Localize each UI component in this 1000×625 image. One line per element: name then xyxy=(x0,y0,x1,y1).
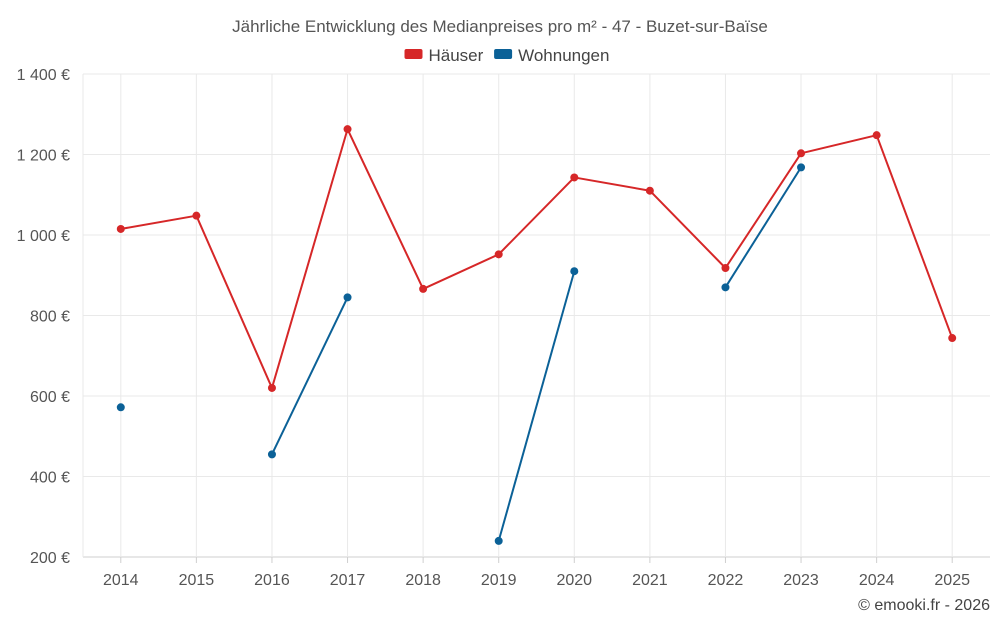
y-tick-label: 1 200 € xyxy=(17,148,70,165)
data-point xyxy=(570,173,579,182)
y-axis-ticks: 200 € 400 € 600 € 800 € 1 000 € 1 200 € 1 400 … xyxy=(17,67,70,567)
y-tick-label: 200 € xyxy=(30,550,70,567)
x-tick-label: 2017 xyxy=(330,572,366,589)
data-point xyxy=(494,250,503,259)
legend-swatch-0 xyxy=(404,49,423,59)
data-point xyxy=(872,131,881,140)
data-point xyxy=(343,293,352,302)
data-point xyxy=(494,536,503,545)
x-tick-label: 2023 xyxy=(783,572,819,589)
x-tick-label: 2014 xyxy=(103,572,139,589)
x-tick-label: 2025 xyxy=(934,572,970,589)
data-point xyxy=(721,283,730,292)
x-tick-label: 2020 xyxy=(556,572,592,589)
data-point xyxy=(267,450,276,459)
chart-title: Jährliche Entwicklung des Medianpreises … xyxy=(232,17,768,36)
series-line-segment xyxy=(120,128,954,389)
x-tick-label: 2019 xyxy=(481,572,517,589)
series-line-segment xyxy=(497,270,576,542)
credit-text: © emooki.fr - 2026 xyxy=(858,597,990,614)
data-point xyxy=(570,267,579,276)
data-point xyxy=(116,403,125,412)
legend-swatch-1 xyxy=(494,49,513,59)
y-tick-label: 400 € xyxy=(30,470,70,487)
x-axis-ticks: 2014 2015 2016 2017 2018 2019 2020 2021 2022 2023… xyxy=(103,557,970,589)
data-point xyxy=(419,284,428,293)
x-tick-label: 2015 xyxy=(179,572,215,589)
y-tick-label: 1 400 € xyxy=(17,67,70,84)
series-group xyxy=(116,125,957,545)
x-tick-label: 2024 xyxy=(859,572,895,589)
x-tick-label: 2022 xyxy=(708,572,744,589)
y-tick-label: 1 000 € xyxy=(17,228,70,245)
legend-label-1: Wohnungen xyxy=(518,46,609,65)
data-point xyxy=(721,264,730,273)
x-tick-label: 2018 xyxy=(405,572,441,589)
series-0 xyxy=(116,125,957,392)
series-line-segment xyxy=(271,296,349,455)
data-point xyxy=(797,149,806,158)
data-point xyxy=(192,211,201,220)
y-tick-label: 600 € xyxy=(30,389,70,406)
data-point xyxy=(645,186,654,195)
x-tick-label: 2016 xyxy=(254,572,290,589)
data-point xyxy=(343,125,352,134)
data-point xyxy=(797,163,806,172)
grid xyxy=(82,73,990,558)
legend: Häuser Wohnungen xyxy=(404,46,609,65)
series-line-segment xyxy=(724,166,802,288)
series-1 xyxy=(116,163,806,545)
y-tick-label: 800 € xyxy=(30,309,70,326)
x-tick-label: 2021 xyxy=(632,572,668,589)
data-point xyxy=(948,334,957,343)
data-point xyxy=(267,383,276,392)
data-point xyxy=(116,224,125,233)
legend-label-0: Häuser xyxy=(429,46,484,65)
